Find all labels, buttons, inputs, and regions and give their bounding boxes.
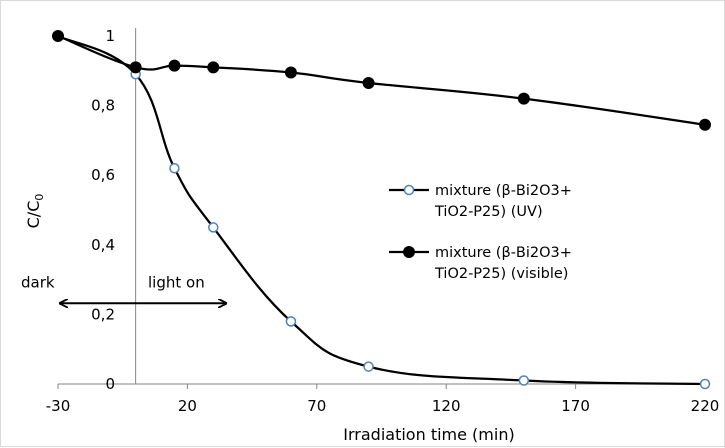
series-1-point [285, 316, 297, 327]
x-tick-label: 220 [691, 397, 720, 415]
x-tick-label: 120 [432, 397, 461, 415]
y-axis-title: C/C0 [24, 194, 46, 229]
y-tick-label: 0,6 [91, 166, 115, 184]
legend-1-marker [403, 184, 415, 196]
series-1-point [518, 375, 530, 386]
axes-layer: -30 20 70 120 170 220 0 0,2 0,4 0,6 0,8 1 [46, 27, 720, 415]
y-axis-title-main: C/C [24, 201, 43, 229]
series-2-point [129, 61, 142, 74]
legend-1-label-line1: mixture (β-Bi2O3+ [435, 183, 572, 199]
series-1-line [57, 34, 706, 386]
x-tick-label: -30 [46, 397, 71, 415]
series-1-point [363, 361, 374, 372]
svg-text:C/C0: C/C0 [24, 194, 46, 229]
series-2-point [168, 59, 181, 72]
y-tick-label: 0 [105, 375, 115, 393]
y-axis-title-subscript: 0 [33, 194, 46, 201]
series-1-point [169, 162, 180, 174]
x-tick-label: 170 [561, 397, 590, 415]
dark-label: dark [21, 273, 55, 291]
legend-1-label-line2: TiO2-P25) (UV) [434, 204, 543, 220]
y-tick-label: 1 [105, 27, 115, 45]
x-tick-label: 20 [178, 397, 197, 415]
x-axis-title: Irradiation time (min) [343, 425, 514, 444]
y-tick-label: 0,2 [91, 305, 115, 323]
y-tick-label: 0,4 [91, 236, 115, 254]
series-2-point [284, 66, 297, 79]
legend-2-label-line1: mixture (β-Bi2O3+ [435, 245, 572, 261]
legend-2-label-line2: TiO2-P25) (visible) [434, 266, 568, 282]
series-2-point [52, 30, 64, 42]
legend-layer: mixture (β-Bi2O3+ TiO2-P25) (UV) mixture (… [389, 183, 572, 282]
x-tick-label: 70 [307, 397, 326, 415]
legend-2-marker [403, 246, 415, 258]
series-2-point [517, 92, 530, 105]
series-layer [52, 30, 711, 390]
annotation-layer: dark light on [21, 28, 226, 384]
light-on-label: light on [148, 273, 205, 291]
series-1-point [699, 378, 711, 390]
y-tick-label: 0,8 [91, 97, 115, 115]
series-2-point [207, 61, 220, 74]
series-2-point [362, 76, 375, 89]
series-1-point [208, 222, 219, 233]
series-2-point [699, 118, 711, 131]
